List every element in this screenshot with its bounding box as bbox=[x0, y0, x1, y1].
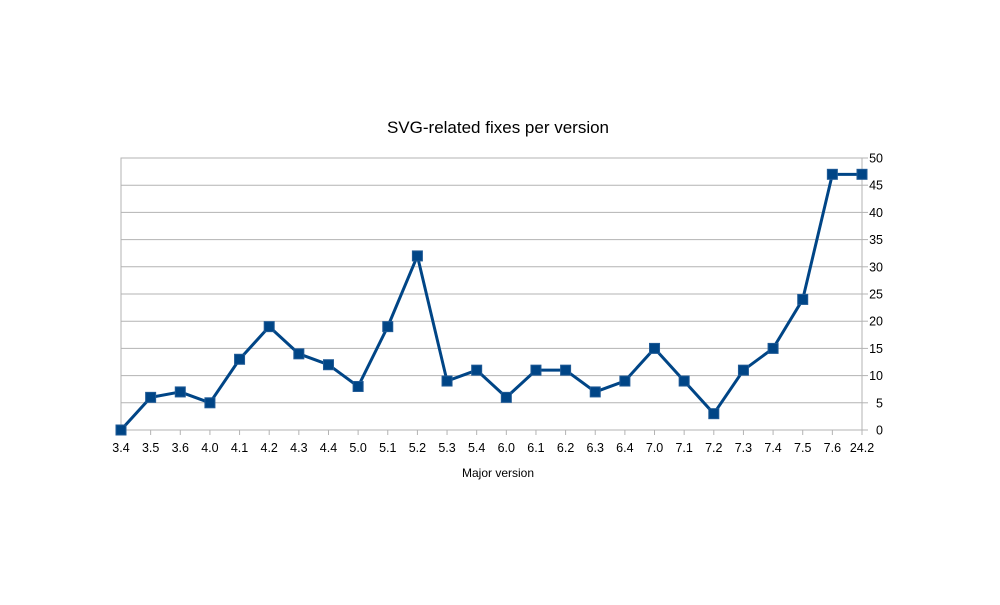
x-tick-label: 6.0 bbox=[498, 441, 515, 455]
x-tick-label: 6.3 bbox=[587, 441, 604, 455]
data-point bbox=[174, 386, 186, 398]
x-tick-label: 7.2 bbox=[705, 441, 722, 455]
y-tick-label: 40 bbox=[869, 206, 883, 220]
data-point bbox=[856, 168, 868, 180]
x-tick-label: 4.1 bbox=[231, 441, 248, 455]
x-tick-label: 4.3 bbox=[290, 441, 307, 455]
x-tick-label: 3.6 bbox=[172, 441, 189, 455]
x-tick-label: 7.1 bbox=[675, 441, 692, 455]
x-tick-label: 5.4 bbox=[468, 441, 485, 455]
y-tick-label: 30 bbox=[869, 260, 883, 274]
data-point bbox=[708, 408, 720, 420]
x-tick-label: 24.2 bbox=[850, 441, 874, 455]
data-point bbox=[678, 375, 690, 387]
data-point bbox=[352, 380, 364, 392]
data-point bbox=[293, 348, 305, 360]
y-axis: 0 5 10 15 20 25 30 35 40 45 50 bbox=[862, 152, 883, 438]
x-tick-label: 7.4 bbox=[764, 441, 781, 455]
data-point bbox=[826, 168, 838, 180]
x-axis: 3.4 3.5 3.6 4.0 4.1 4.2 4.3 4.4 5.0 5.1 5.2 5.3 5.4 6… bbox=[112, 430, 874, 455]
data-point bbox=[560, 364, 572, 376]
x-tick-label: 6.1 bbox=[527, 441, 544, 455]
x-tick-label: 7.0 bbox=[646, 441, 663, 455]
data-point bbox=[441, 375, 453, 387]
data-point bbox=[145, 391, 157, 403]
chart-title: SVG-related fixes per version bbox=[387, 118, 609, 137]
y-tick-label: 35 bbox=[869, 233, 883, 247]
x-tick-label: 6.2 bbox=[557, 441, 574, 455]
data-point bbox=[263, 321, 275, 333]
data-point bbox=[234, 353, 246, 365]
x-tick-label: 7.5 bbox=[794, 441, 811, 455]
y-tick-label: 15 bbox=[869, 342, 883, 356]
y-tick-label: 10 bbox=[869, 369, 883, 383]
data-point bbox=[530, 364, 542, 376]
y-tick-label: 0 bbox=[876, 424, 883, 438]
data-point bbox=[411, 250, 423, 262]
x-tick-label: 5.1 bbox=[379, 441, 396, 455]
x-tick-label: 3.4 bbox=[112, 441, 129, 455]
x-axis-title: Major version bbox=[462, 466, 534, 480]
x-tick-label: 4.4 bbox=[320, 441, 337, 455]
data-point bbox=[115, 424, 127, 436]
x-tick-label: 5.3 bbox=[438, 441, 455, 455]
data-point bbox=[649, 342, 661, 354]
x-tick-label: 4.0 bbox=[201, 441, 218, 455]
data-point bbox=[204, 397, 216, 409]
data-point bbox=[471, 364, 483, 376]
data-point bbox=[619, 375, 631, 387]
x-tick-label: 4.2 bbox=[261, 441, 278, 455]
x-tick-label: 7.6 bbox=[824, 441, 841, 455]
data-point bbox=[500, 391, 512, 403]
data-point bbox=[589, 386, 601, 398]
x-tick-label: 5.0 bbox=[349, 441, 366, 455]
x-tick-label: 5.2 bbox=[409, 441, 426, 455]
y-tick-label: 20 bbox=[869, 315, 883, 329]
y-tick-label: 5 bbox=[876, 396, 883, 410]
data-point bbox=[797, 293, 809, 305]
x-tick-label: 6.4 bbox=[616, 441, 633, 455]
data-point bbox=[382, 321, 394, 333]
data-point bbox=[322, 359, 334, 371]
x-tick-label: 7.3 bbox=[735, 441, 752, 455]
y-tick-label: 45 bbox=[869, 179, 883, 193]
data-point bbox=[737, 364, 749, 376]
x-tick-label: 3.5 bbox=[142, 441, 159, 455]
gridlines bbox=[121, 157, 862, 431]
data-point bbox=[767, 342, 779, 354]
y-tick-label: 25 bbox=[869, 288, 883, 302]
series bbox=[115, 168, 868, 436]
y-tick-label: 50 bbox=[869, 152, 883, 166]
